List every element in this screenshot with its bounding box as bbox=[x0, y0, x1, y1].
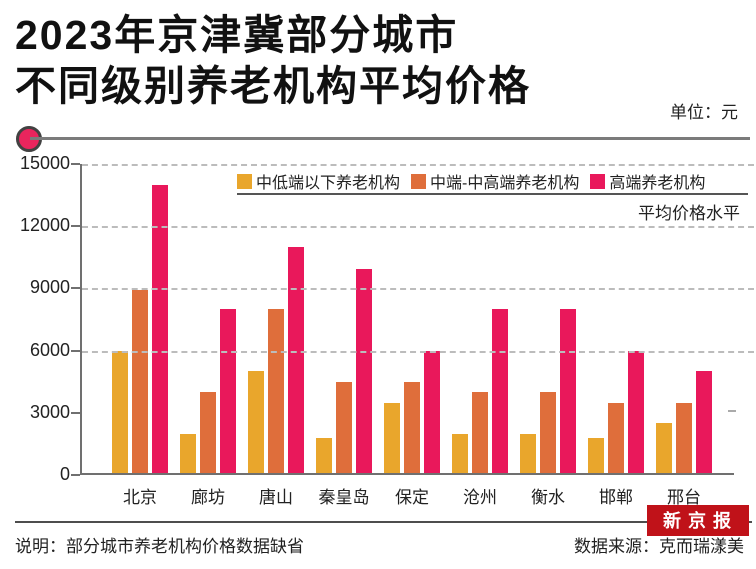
gridline-9000 bbox=[82, 288, 754, 291]
y-tick bbox=[71, 287, 80, 290]
y-tick bbox=[71, 411, 80, 414]
legend: 中低端以下养老机构 中端-中高端养老机构 高端养老机构 bbox=[237, 169, 705, 193]
bar bbox=[540, 392, 556, 473]
legend-label: 高端养老机构 bbox=[609, 175, 706, 192]
page-title-line2: 不同级别养老机构平均价格 bbox=[15, 63, 531, 109]
y-tick-label: 15000 bbox=[19, 153, 70, 173]
bar bbox=[132, 289, 148, 473]
brand-badge: 新京报 bbox=[647, 505, 749, 536]
bar bbox=[404, 381, 420, 473]
bar bbox=[288, 247, 304, 473]
bar bbox=[696, 371, 712, 473]
bar-group-北京 bbox=[112, 184, 168, 473]
legend-item: 高端养老机构 bbox=[590, 169, 705, 193]
bar bbox=[180, 433, 196, 473]
legend-swatch-icon bbox=[590, 173, 606, 189]
page-title: 2023年京津冀部分城市 不同级别养老机构平均价格 bbox=[15, 10, 531, 112]
x-tick-label: 沧州 bbox=[463, 488, 497, 507]
y-tick-label: 3000 bbox=[29, 401, 70, 422]
footer-note: 说明：部分城市养老机构价格数据缺省 bbox=[15, 537, 304, 556]
bar-groups bbox=[112, 184, 712, 473]
legend-item: 中端-中高端养老机构 bbox=[411, 169, 579, 193]
bar bbox=[424, 350, 440, 473]
unit-label: 单位：元 bbox=[670, 103, 738, 122]
bar bbox=[520, 433, 536, 473]
y-tick-label: 9000 bbox=[29, 277, 70, 298]
y-tick bbox=[71, 163, 80, 165]
y-tick-label: 12000 bbox=[19, 215, 70, 236]
legend-underline bbox=[237, 193, 748, 195]
bar bbox=[560, 309, 576, 473]
bar bbox=[248, 371, 264, 473]
x-tick-label: 唐山 bbox=[259, 488, 293, 507]
right-axis-tick bbox=[728, 410, 736, 412]
x-tick-label: 衡水 bbox=[531, 488, 565, 507]
gridline-15000 bbox=[82, 164, 754, 166]
legend-item: 中低端以下养老机构 bbox=[237, 169, 400, 193]
y-tick bbox=[71, 474, 80, 476]
bar bbox=[588, 437, 604, 473]
bar-group-保定 bbox=[384, 350, 440, 473]
bar bbox=[472, 392, 488, 473]
y-tick-label: 6000 bbox=[29, 339, 70, 360]
bar bbox=[628, 350, 644, 473]
y-tick bbox=[71, 349, 80, 352]
bar bbox=[268, 309, 284, 473]
bar-group-唐山 bbox=[248, 247, 304, 473]
bar bbox=[356, 268, 372, 473]
bar bbox=[656, 423, 672, 473]
y-tick-label: 0 bbox=[59, 464, 70, 484]
x-tick-label: 廊坊 bbox=[191, 488, 225, 507]
footer-source: 数据来源：克而瑞漾美 bbox=[574, 537, 744, 556]
legend-swatch-icon bbox=[411, 173, 427, 189]
bar-group-邯郸 bbox=[588, 350, 644, 473]
y-tick bbox=[71, 225, 80, 228]
gridline-12000 bbox=[82, 226, 754, 229]
bar-group-秦皇岛 bbox=[316, 268, 372, 473]
x-tick-label: 秦皇岛 bbox=[318, 488, 370, 507]
bar bbox=[492, 309, 508, 473]
bar-group-衡水 bbox=[520, 309, 576, 473]
bar bbox=[452, 433, 468, 473]
bar-group-沧州 bbox=[452, 309, 508, 473]
title-divider-line bbox=[30, 137, 750, 140]
x-tick-label: 邯郸 bbox=[599, 488, 633, 507]
bar bbox=[384, 402, 400, 473]
bar-group-廊坊 bbox=[180, 309, 236, 473]
bar bbox=[220, 309, 236, 473]
bar bbox=[112, 350, 128, 473]
bar bbox=[316, 437, 332, 473]
page-title-line1: 2023年京津冀部分城市 bbox=[15, 12, 459, 58]
bar bbox=[676, 402, 692, 473]
bar bbox=[608, 402, 624, 473]
gridline-6000 bbox=[82, 350, 754, 353]
bar bbox=[152, 184, 168, 473]
bar-group-邢台 bbox=[656, 371, 712, 473]
x-tick-label: 北京 bbox=[123, 488, 157, 507]
x-tick-label: 保定 bbox=[395, 488, 429, 507]
legend-label: 中低端以下养老机构 bbox=[256, 175, 401, 192]
plot-area bbox=[80, 164, 754, 475]
legend-note: 平均价格水平 bbox=[638, 204, 740, 223]
bar bbox=[200, 392, 216, 473]
footer-divider-line bbox=[15, 521, 752, 523]
legend-swatch-icon bbox=[237, 173, 252, 189]
legend-label: 中端-中高端养老机构 bbox=[430, 175, 580, 192]
bar bbox=[336, 381, 352, 473]
x-tick-label: 邢台 bbox=[667, 488, 701, 507]
